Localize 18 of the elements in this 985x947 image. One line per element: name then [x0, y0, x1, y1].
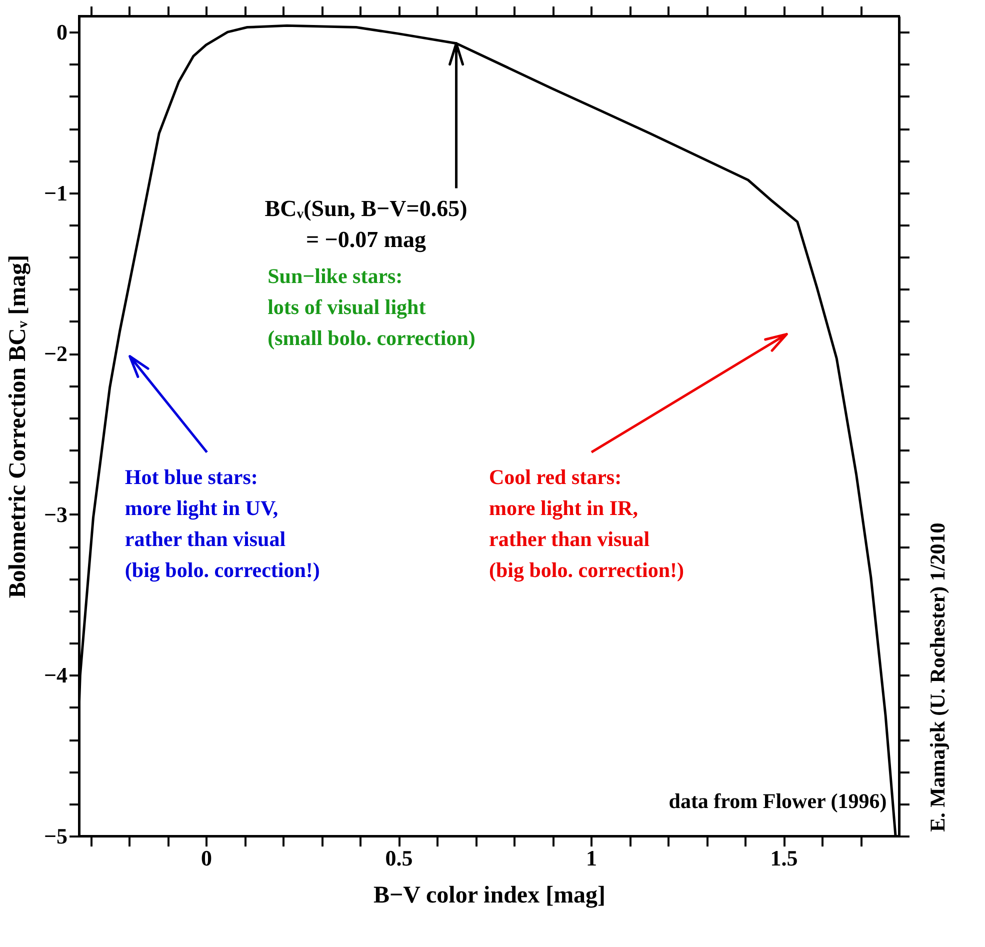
x-tick-label: 0 — [201, 846, 212, 870]
y-tick-label: 0 — [56, 20, 68, 45]
annotation: data from Flower (1996) — [668, 788, 887, 813]
annotation: BCᵥ(Sun, B−V=0.65) = −0.07 mag — [264, 196, 468, 254]
x-tick-label: 1.5 — [770, 846, 798, 870]
y-tick-label: −5 — [44, 824, 68, 848]
y-tick-label: −3 — [44, 502, 68, 527]
x-axis-title: B−V color index [mag] — [373, 882, 606, 908]
text: E. Mamajek (U. Rochester) 1/2010 — [926, 522, 950, 832]
annotation: Sun−like stars: lots of visual light (small bolo. correction) — [268, 264, 476, 350]
y-axis-title: Bolometric Correction BCᵥ [mag] — [4, 254, 31, 598]
annotation: Hot blue stars: more light in UV, rather than visual (big bolo. correction!) — [124, 465, 320, 582]
y-tick-label: −2 — [44, 341, 68, 366]
x-tick-label: 0.5 — [385, 846, 413, 870]
y-tick-label: −4 — [44, 662, 68, 688]
y-tick-label: −1 — [44, 180, 68, 206]
annotation: Cool red stars: more light in IR, rather than visual (big bolo. correction!) — [489, 465, 684, 582]
x-tick-label: 1 — [586, 846, 598, 870]
